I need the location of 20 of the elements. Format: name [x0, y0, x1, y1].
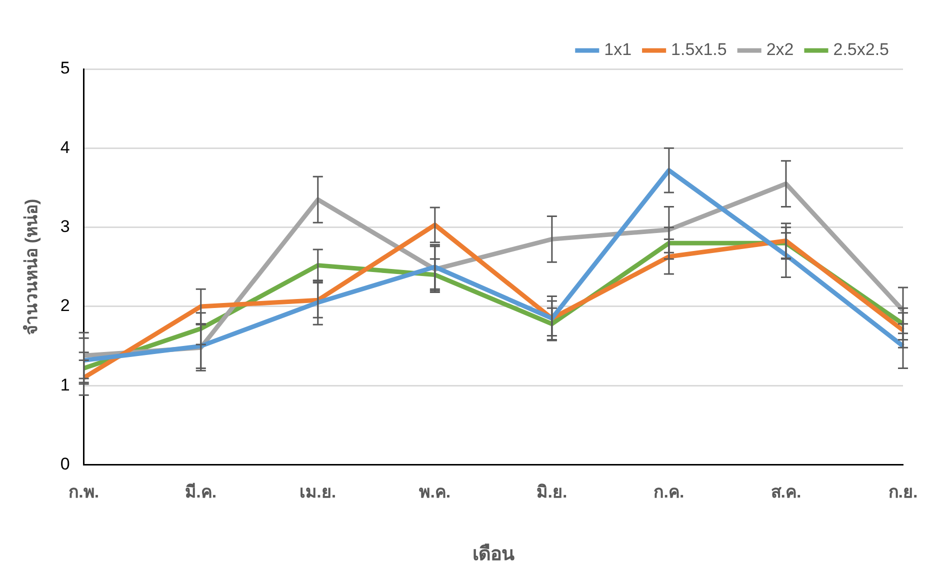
x-axis-title: เดือน: [472, 542, 514, 565]
y-tick-label: 0: [60, 454, 70, 474]
x-tick-label: มี.ค.: [185, 482, 217, 502]
y-tick-label: 3: [60, 217, 70, 236]
y-tick-label: 2: [60, 296, 70, 316]
legend-label: 1.5x1.5: [671, 40, 727, 60]
x-tick-label: ก.ค.: [654, 482, 684, 502]
x-tick-label: พ.ค.: [419, 482, 451, 502]
x-tick-label: ส.ค.: [770, 482, 802, 502]
x-tick-label: มิ.ย.: [536, 482, 568, 502]
y-tick-label: 1: [60, 375, 70, 394]
y-tick-label: 5: [60, 58, 70, 78]
legend-label: 2x2: [766, 40, 794, 60]
y-tick-label: 4: [60, 138, 70, 157]
legend-label: 2.5x2.5: [833, 40, 889, 60]
x-tick-label: ก.ย.: [888, 482, 918, 502]
legend-label: 1x1: [604, 40, 632, 60]
x-tick-label: ก.พ.: [68, 482, 100, 502]
x-tick-label: เม.ย.: [300, 482, 336, 502]
y-axis-title: จำนวนหน่อ (หน่อ): [22, 198, 41, 335]
